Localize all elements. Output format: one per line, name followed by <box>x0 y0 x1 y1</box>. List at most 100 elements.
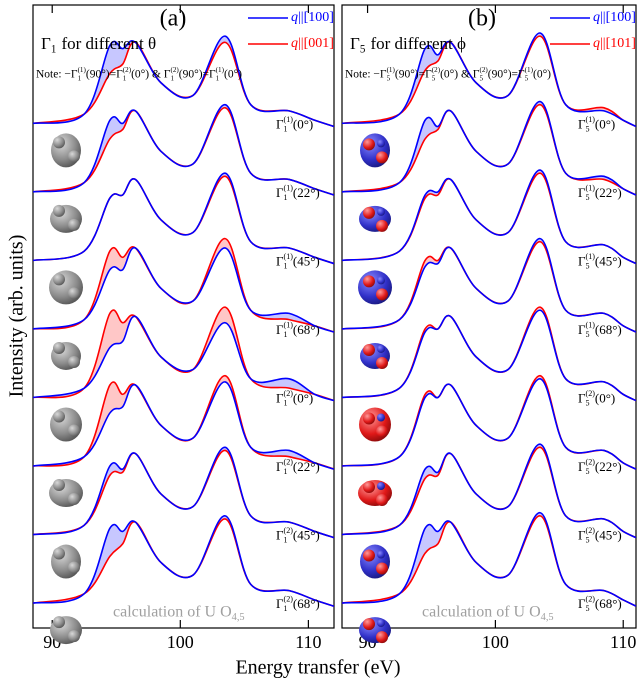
spectrum-label-sub: 1 <box>284 604 288 613</box>
orbital-lobe <box>377 482 385 491</box>
orbital-lobe <box>53 479 65 492</box>
orbital-lobe <box>68 493 80 506</box>
difference-fill <box>510 238 566 311</box>
orbital-lobe <box>53 341 65 354</box>
note-sub: 5 <box>387 74 391 82</box>
spectrum-label: (68°) <box>293 322 320 337</box>
difference-fill <box>253 312 315 326</box>
legend-label: ||[100] <box>600 10 636 25</box>
orbital-lobe <box>377 550 385 559</box>
note-sub: 5 <box>479 74 483 82</box>
orbital-lobe <box>363 138 375 151</box>
spectrum-line <box>33 172 334 265</box>
spectrum-line <box>33 306 334 402</box>
orbital-lobe <box>376 356 388 369</box>
note-sup: (2) <box>479 66 488 74</box>
note-sup: (1) <box>216 66 225 74</box>
spectrum-label: Γ <box>578 322 586 337</box>
spectrum-label: (0°) <box>293 116 313 131</box>
orbital-lobe <box>53 273 65 286</box>
spectrum-label: Γ <box>578 390 586 405</box>
x-tick-label: 100 <box>167 632 194 652</box>
orbital-lobe <box>377 276 385 285</box>
orbital-lobe <box>376 494 388 507</box>
note: (0°) & Γ <box>131 69 171 81</box>
difference-fill <box>195 173 251 242</box>
orbital-icon <box>51 133 81 168</box>
note: (90°)=Γ <box>395 69 432 81</box>
spectrum-label-sup: (1) <box>586 320 596 329</box>
orbital-lobe <box>363 275 375 288</box>
orbital-icon <box>50 204 82 233</box>
note-sup: (2) <box>170 66 179 74</box>
difference-fill <box>87 310 136 386</box>
spectrum-label-sup: (1) <box>586 183 596 192</box>
spectrum-line <box>33 446 334 539</box>
panel-title-sub: 5 <box>360 44 366 56</box>
orbital-lobe <box>53 136 65 149</box>
spectrum-label-sub: 1 <box>284 536 288 545</box>
note-sup: (2) <box>123 66 132 74</box>
orbital-lobe <box>376 288 388 301</box>
spectrum-label-sub: 1 <box>284 467 288 476</box>
spectrum-label: (68°) <box>595 322 622 337</box>
orbital-lobe <box>377 344 385 353</box>
orbital-lobe <box>363 618 375 631</box>
spectrum-label: (45°) <box>293 253 320 268</box>
note: (0°) & Γ <box>440 69 480 81</box>
orbital-shape <box>360 133 390 168</box>
spectrum-label: (45°) <box>595 253 622 268</box>
plot-frame <box>341 4 637 629</box>
orbital-icon <box>50 616 82 645</box>
spectrum-label-sup: (1) <box>586 252 596 261</box>
spectrum-label-sup: (2) <box>586 526 596 535</box>
spectrum-label: (0°) <box>595 390 615 405</box>
orbital-shape <box>49 270 83 305</box>
orbital-lobe <box>377 413 385 422</box>
annotation: calculation of U O <box>113 604 232 621</box>
spectrum-label-sub: 5 <box>586 536 590 545</box>
spectrum-label: (22°) <box>595 185 622 200</box>
spectrum-label-sup: (2) <box>284 457 294 466</box>
spectrum-line <box>342 237 636 333</box>
spectrum-label-sub: 5 <box>586 124 590 133</box>
note: (0°) <box>533 69 551 81</box>
x-tick-label: 110 <box>610 632 636 652</box>
orbital-lobe <box>363 412 375 425</box>
panel-label: (b) <box>468 6 496 32</box>
orbital-lobe <box>376 219 388 232</box>
note-sup: (2) <box>432 66 441 74</box>
spectrum-label: Γ <box>276 390 284 405</box>
orbital-icon <box>50 407 82 442</box>
orbital-shape <box>360 544 390 579</box>
spectrum-label: Γ <box>276 459 284 474</box>
orbital-lobe <box>68 424 80 437</box>
panel-title: for different θ <box>61 34 156 53</box>
orbital-icon <box>51 341 81 370</box>
panel-label: (a) <box>160 6 187 32</box>
spectrum-label: Γ <box>578 253 586 268</box>
orbital-lobe <box>68 630 80 643</box>
orbital-icon <box>359 205 391 232</box>
spectrum-line <box>33 35 334 128</box>
spectrum-line <box>33 515 334 607</box>
difference-fill <box>195 515 251 585</box>
spectrum-label: (22°) <box>293 185 320 200</box>
spectrum-line <box>342 511 636 607</box>
annotation: calculation of U O <box>422 604 541 621</box>
spectrum-label-sup: (2) <box>586 594 596 603</box>
note: (90°)=Γ <box>86 69 123 81</box>
orbital-lobe <box>377 139 385 148</box>
note-sup: (1) <box>78 66 87 74</box>
legend-label: ||[101] <box>600 36 636 51</box>
spectrum-line <box>33 315 334 402</box>
note: (90°)=Γ <box>179 69 216 81</box>
legend-label: q <box>291 10 298 25</box>
panel-title: Γ <box>41 34 51 53</box>
spectrum-label-sup: (2) <box>284 594 294 603</box>
difference-fill <box>510 444 566 516</box>
difference-fill <box>195 375 251 448</box>
orbital-lobe <box>376 151 388 164</box>
orbital-lobe <box>376 631 388 644</box>
